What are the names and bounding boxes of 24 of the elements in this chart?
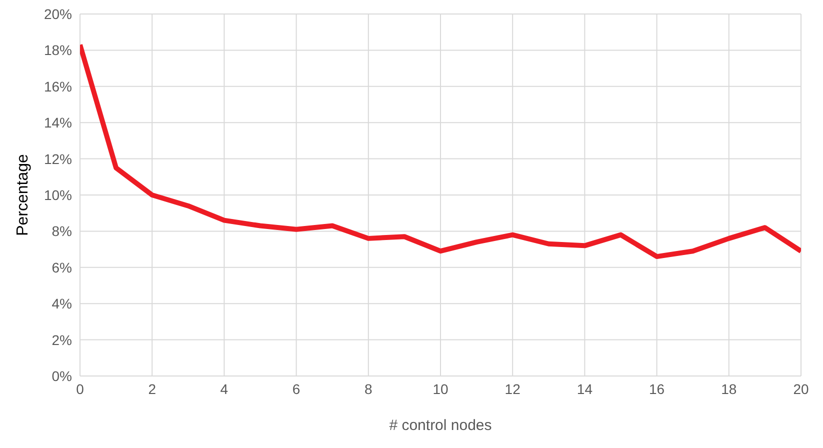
x-axis-title: # control nodes bbox=[389, 417, 492, 434]
x-tick-label: 14 bbox=[576, 380, 593, 397]
y-tick-label: 4% bbox=[52, 296, 72, 312]
y-tick-label: 18% bbox=[44, 42, 72, 58]
y-axis-title: Percentage bbox=[14, 154, 32, 236]
x-tick-label: 12 bbox=[504, 380, 521, 397]
x-tick-label: 10 bbox=[432, 380, 448, 397]
x-tick-label: 8 bbox=[364, 380, 372, 397]
x-tick-label: 4 bbox=[220, 380, 228, 397]
y-tick-label: 2% bbox=[52, 332, 72, 348]
y-tick-label: 20% bbox=[44, 6, 72, 22]
x-tick-label: 20 bbox=[793, 380, 809, 397]
x-tick-label: 18 bbox=[721, 380, 737, 397]
x-tick-label: 16 bbox=[649, 380, 665, 397]
x-tick-label: 0 bbox=[76, 380, 84, 397]
x-tick-label: 2 bbox=[148, 380, 156, 397]
y-tick-label: 6% bbox=[52, 259, 72, 276]
x-tick-label: 6 bbox=[292, 380, 300, 397]
y-tick-label: 8% bbox=[52, 223, 72, 240]
y-tick-label: 16% bbox=[44, 78, 72, 94]
y-tick-label: 12% bbox=[44, 150, 72, 167]
y-tick-label: 14% bbox=[44, 114, 72, 131]
y-tick-label: 10% bbox=[44, 186, 72, 203]
y-tick-label: 0% bbox=[52, 368, 72, 384]
